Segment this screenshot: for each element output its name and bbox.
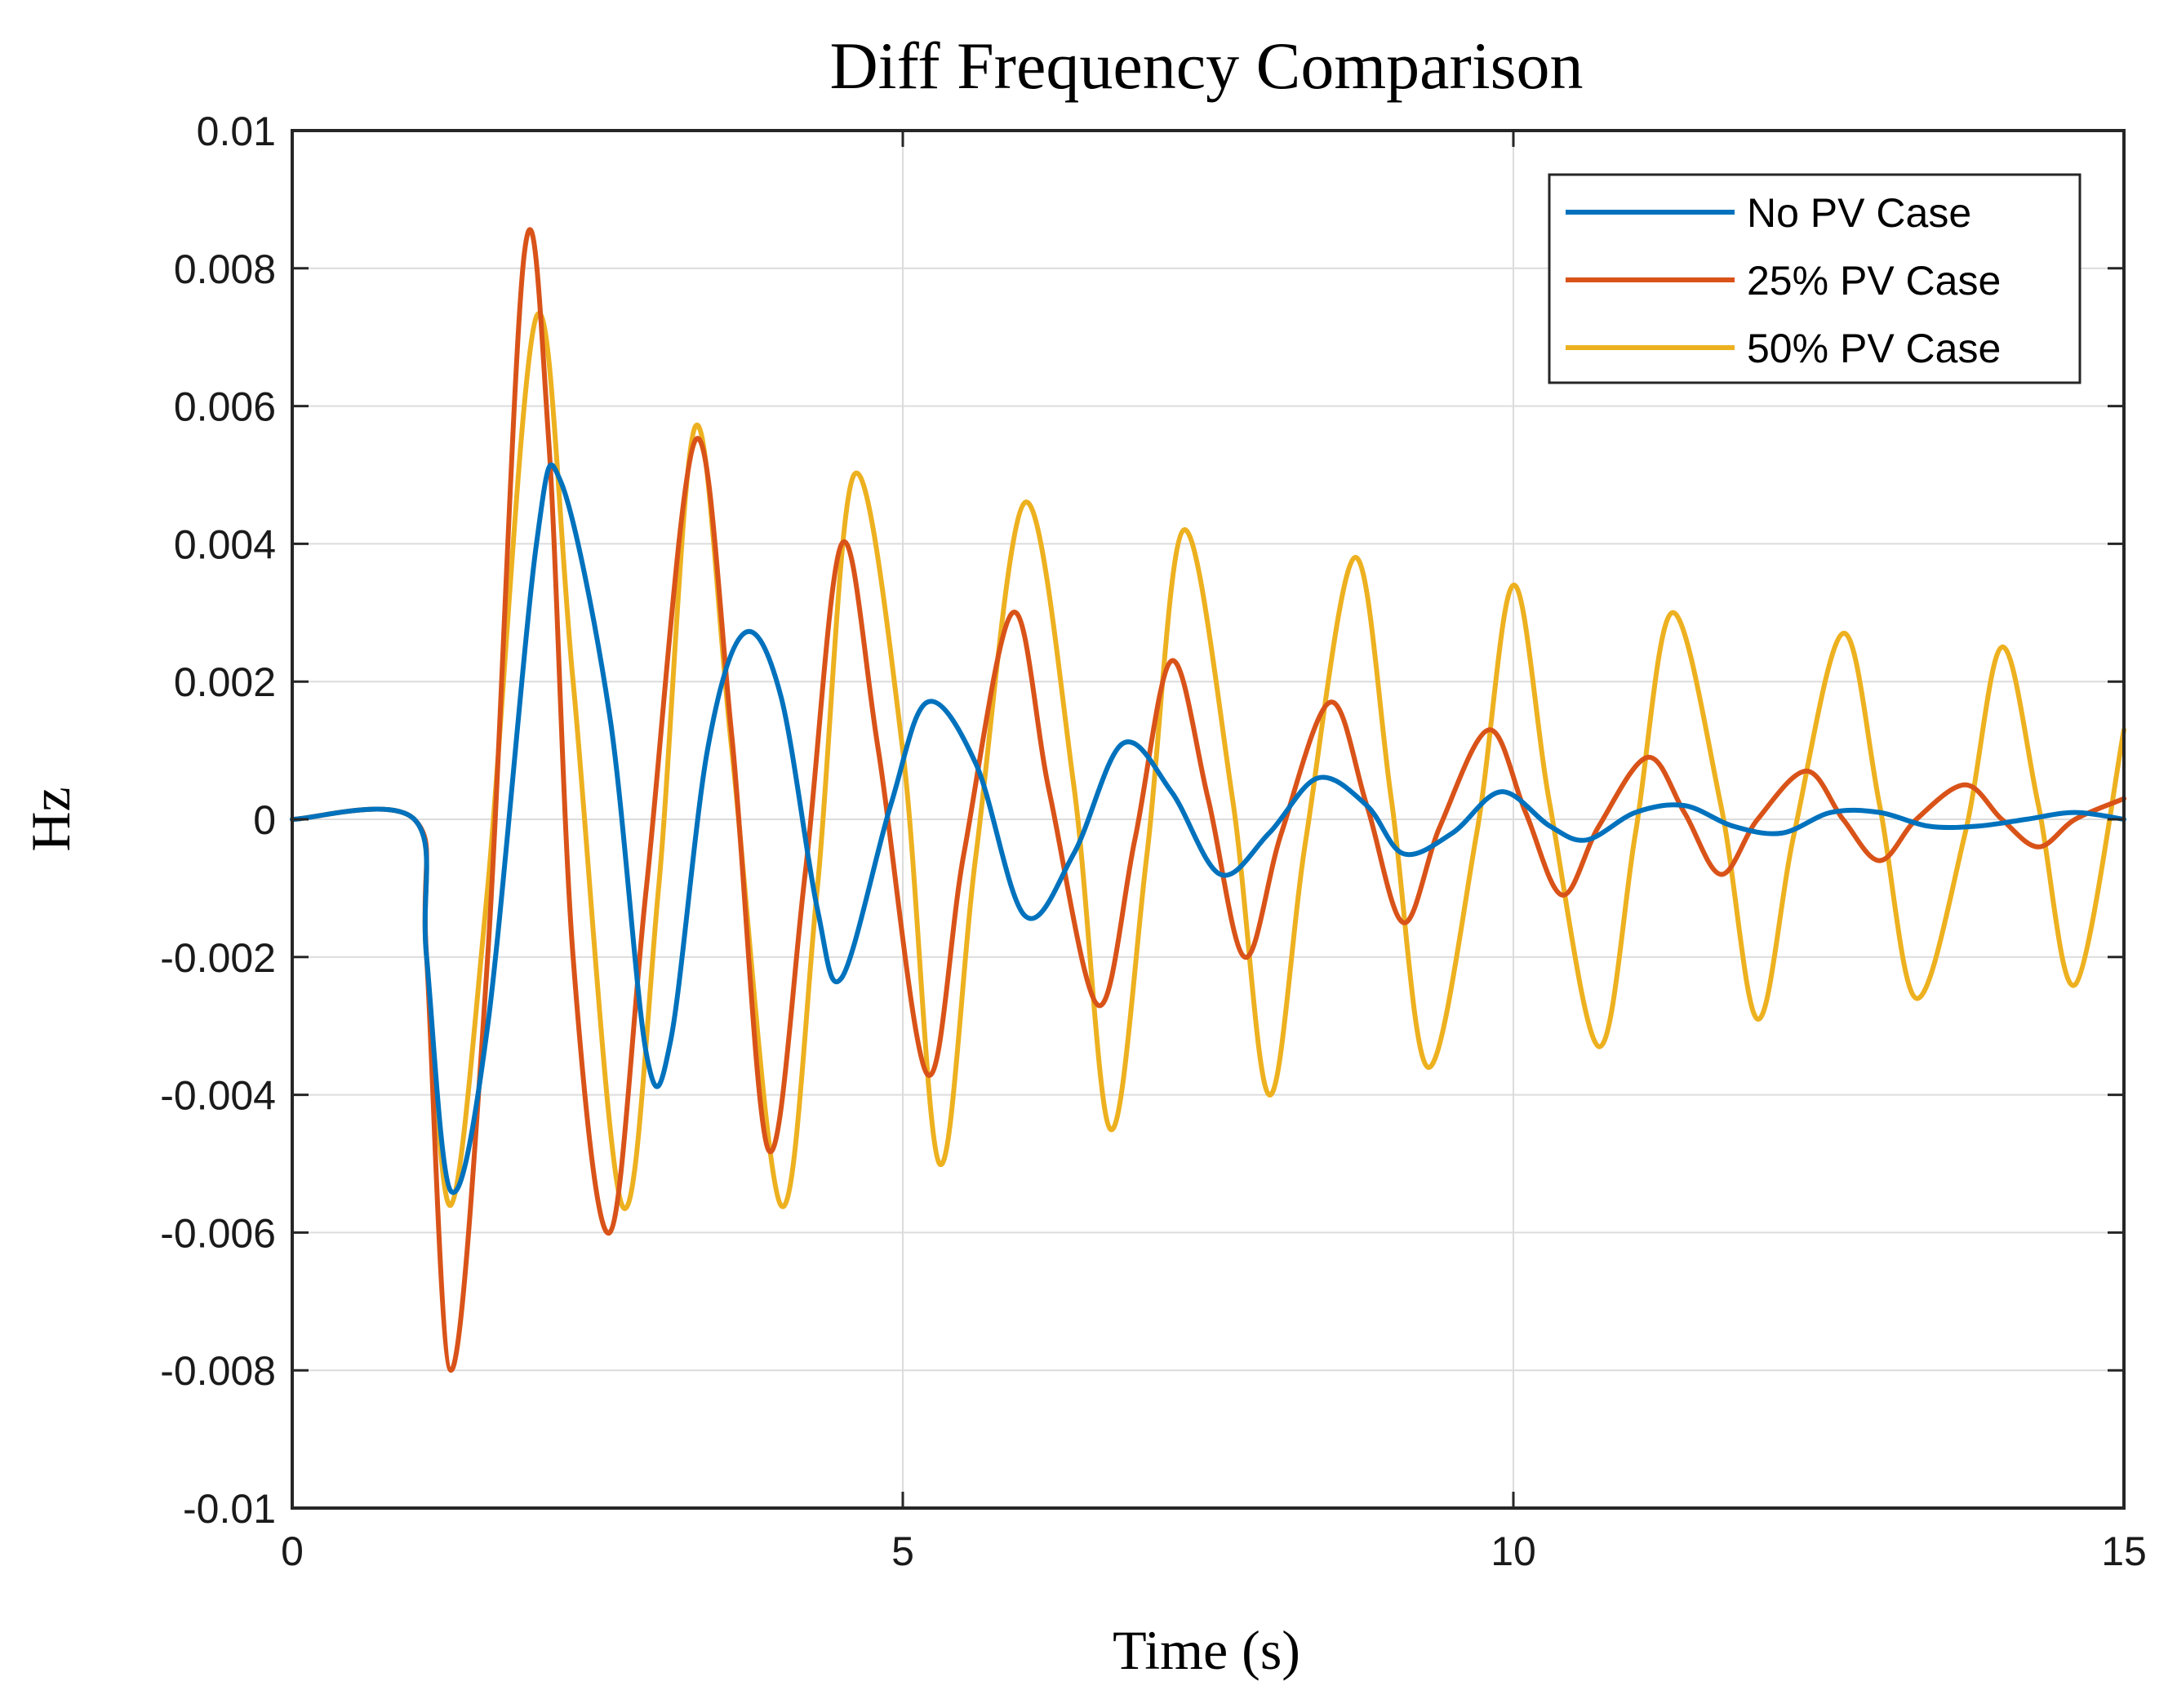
x-axis-label: Time (s) bbox=[1113, 1619, 1300, 1681]
x-tick-label: 0 bbox=[281, 1528, 304, 1574]
legend-label-25-pv: 25% PV Case bbox=[1747, 258, 2001, 304]
series-no-pv-line bbox=[290, 462, 2126, 1196]
y-tick-label: 0.006 bbox=[174, 384, 276, 430]
y-tick-label: -0.002 bbox=[160, 935, 276, 981]
y-tick-label: -0.01 bbox=[183, 1486, 276, 1532]
y-axis-label: Hz bbox=[20, 787, 82, 851]
y-tick-label: 0.01 bbox=[197, 109, 276, 154]
series-50-pv-line bbox=[290, 311, 2126, 1211]
series-25-pv-line bbox=[290, 227, 2126, 1373]
y-tick-label: 0 bbox=[253, 797, 276, 843]
y-tick-label: -0.004 bbox=[160, 1073, 276, 1119]
y-tick-label: -0.006 bbox=[160, 1210, 276, 1256]
series-layer bbox=[290, 227, 2126, 1373]
legend: No PV Case 25% PV Case 50% PV Case bbox=[1548, 173, 2081, 384]
y-tick-label: -0.008 bbox=[160, 1348, 276, 1394]
y-tick-label: 0.002 bbox=[174, 659, 276, 705]
x-tick-label: 10 bbox=[1491, 1528, 1536, 1574]
y-tick-label: 0.008 bbox=[174, 246, 276, 292]
chart-title: Diff Frequency Comparison bbox=[829, 29, 1583, 103]
tick-layer bbox=[291, 129, 2126, 1510]
tick-label-layer: 0 5 10 15 0.01 0.008 0.006 0.004 0.002 0 -0.002 -0.… bbox=[160, 109, 2147, 1574]
legend-label-50-pv: 50% PV Case bbox=[1747, 326, 2001, 371]
legend-label-no-pv: No PV Case bbox=[1747, 190, 1971, 236]
legend-entry-25-pv: 25% PV Case bbox=[1566, 258, 2001, 304]
legend-entry-50-pv: 50% PV Case bbox=[1566, 326, 2001, 371]
legend-entry-no-pv: No PV Case bbox=[1566, 190, 1971, 236]
y-tick-label: 0.004 bbox=[174, 521, 276, 567]
x-tick-label: 5 bbox=[891, 1528, 914, 1574]
x-tick-label: 15 bbox=[2101, 1528, 2147, 1574]
